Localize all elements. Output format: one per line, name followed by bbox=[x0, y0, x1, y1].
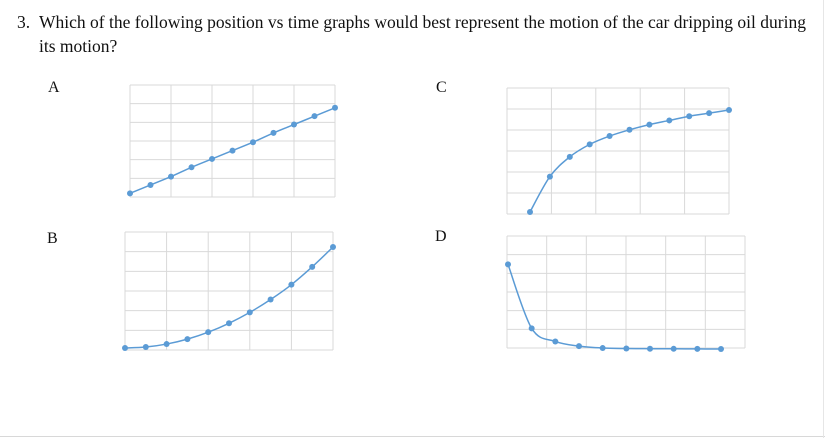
graph-c-point bbox=[646, 121, 653, 128]
graph-a-point bbox=[332, 104, 338, 111]
graph-b bbox=[122, 231, 336, 352]
graph-c-point bbox=[586, 141, 593, 148]
graph-a-grid bbox=[129, 84, 336, 198]
graph-a-point bbox=[270, 129, 277, 136]
graph-c-point bbox=[706, 110, 713, 117]
bottom-divider bbox=[0, 436, 825, 437]
graph-d bbox=[505, 235, 746, 352]
graph-d-point bbox=[576, 343, 582, 350]
graph-d-point bbox=[718, 346, 724, 352]
option-label-d: D bbox=[435, 228, 447, 245]
graph-c bbox=[506, 87, 732, 215]
graph-b-point bbox=[142, 344, 149, 351]
graph-d-point bbox=[694, 345, 701, 352]
graph-a-point bbox=[311, 113, 318, 120]
graph-b-point bbox=[122, 345, 128, 352]
graph-a bbox=[127, 84, 338, 198]
graph-a-point bbox=[209, 155, 215, 162]
graph-b-grid bbox=[124, 231, 334, 351]
option-label-c: C bbox=[436, 79, 447, 96]
graph-d-point bbox=[623, 345, 630, 352]
graph-d-line bbox=[507, 264, 722, 350]
right-divider bbox=[823, 0, 824, 438]
graph-b-point bbox=[205, 329, 212, 336]
question-number: 3. bbox=[17, 12, 31, 32]
graph-b-point bbox=[226, 320, 232, 327]
graph-b-point bbox=[288, 281, 295, 288]
graph-c-grid bbox=[506, 87, 730, 215]
question-text: Which of the following position vs time … bbox=[39, 12, 806, 56]
graph-d-point bbox=[552, 338, 559, 345]
graph-b-point bbox=[184, 336, 191, 343]
graph-c-point bbox=[626, 126, 633, 133]
graph-c-point bbox=[686, 113, 693, 120]
option-label-b: B bbox=[47, 230, 58, 247]
graph-a-point bbox=[147, 181, 154, 188]
graph-a-point bbox=[291, 121, 297, 128]
graph-b-point bbox=[330, 244, 336, 251]
graph-c-point bbox=[546, 173, 553, 180]
graph-d-point bbox=[599, 345, 606, 352]
graph-a-point bbox=[168, 173, 174, 180]
graph-c-line bbox=[529, 109, 730, 213]
graph-c-point bbox=[606, 133, 613, 140]
graph-c-point bbox=[566, 153, 573, 160]
graph-b-point bbox=[246, 309, 253, 316]
graph-d-point bbox=[647, 345, 653, 352]
graph-d-grid bbox=[506, 235, 746, 349]
graph-c-point bbox=[726, 107, 732, 114]
graph-b-point bbox=[267, 296, 274, 303]
graph-a-point bbox=[250, 139, 256, 146]
graph-b-point bbox=[163, 341, 170, 348]
graph-a-point bbox=[127, 190, 133, 197]
graph-d-point bbox=[528, 325, 535, 332]
graph-b-point bbox=[309, 263, 316, 270]
graph-b-line bbox=[124, 246, 334, 349]
graph-d-point bbox=[505, 261, 511, 268]
graph-c-point bbox=[666, 117, 673, 124]
graph-a-point bbox=[229, 147, 236, 154]
graph-d-point bbox=[670, 345, 677, 352]
graph-c-point bbox=[527, 208, 533, 215]
option-label-a: A bbox=[48, 79, 60, 96]
graph-a-point bbox=[188, 164, 195, 171]
